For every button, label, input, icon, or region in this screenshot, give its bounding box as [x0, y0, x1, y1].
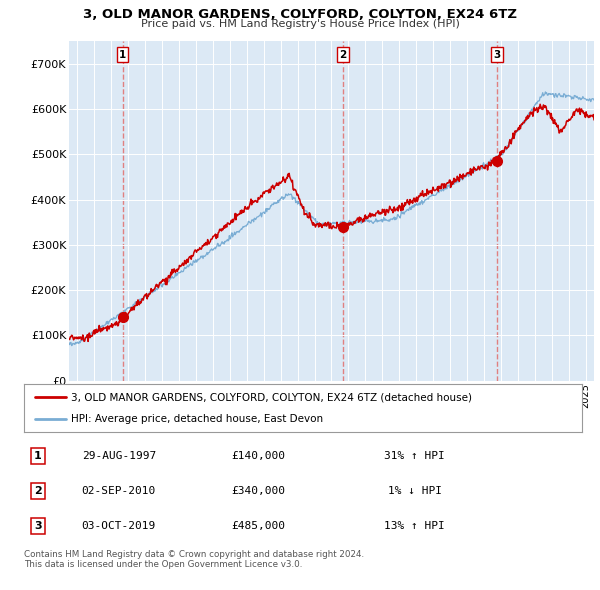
Text: 1: 1: [34, 451, 42, 461]
Text: £485,000: £485,000: [232, 521, 286, 531]
Text: 2: 2: [34, 486, 42, 496]
Text: £140,000: £140,000: [232, 451, 286, 461]
Text: 02-SEP-2010: 02-SEP-2010: [82, 486, 156, 496]
Text: 1: 1: [119, 50, 126, 60]
Text: 1% ↓ HPI: 1% ↓ HPI: [388, 486, 442, 496]
Text: 31% ↑ HPI: 31% ↑ HPI: [384, 451, 445, 461]
Text: 13% ↑ HPI: 13% ↑ HPI: [384, 521, 445, 531]
Text: 3, OLD MANOR GARDENS, COLYFORD, COLYTON, EX24 6TZ (detached house): 3, OLD MANOR GARDENS, COLYFORD, COLYTON,…: [71, 392, 472, 402]
Text: 3: 3: [34, 521, 42, 531]
Text: 03-OCT-2019: 03-OCT-2019: [82, 521, 156, 531]
Text: HPI: Average price, detached house, East Devon: HPI: Average price, detached house, East…: [71, 414, 323, 424]
Text: 29-AUG-1997: 29-AUG-1997: [82, 451, 156, 461]
Text: 3, OLD MANOR GARDENS, COLYFORD, COLYTON, EX24 6TZ: 3, OLD MANOR GARDENS, COLYFORD, COLYTON,…: [83, 8, 517, 21]
Text: £340,000: £340,000: [232, 486, 286, 496]
Text: 2: 2: [339, 50, 346, 60]
Text: Price paid vs. HM Land Registry's House Price Index (HPI): Price paid vs. HM Land Registry's House …: [140, 19, 460, 30]
Text: 3: 3: [493, 50, 500, 60]
Text: Contains HM Land Registry data © Crown copyright and database right 2024.
This d: Contains HM Land Registry data © Crown c…: [24, 550, 364, 569]
